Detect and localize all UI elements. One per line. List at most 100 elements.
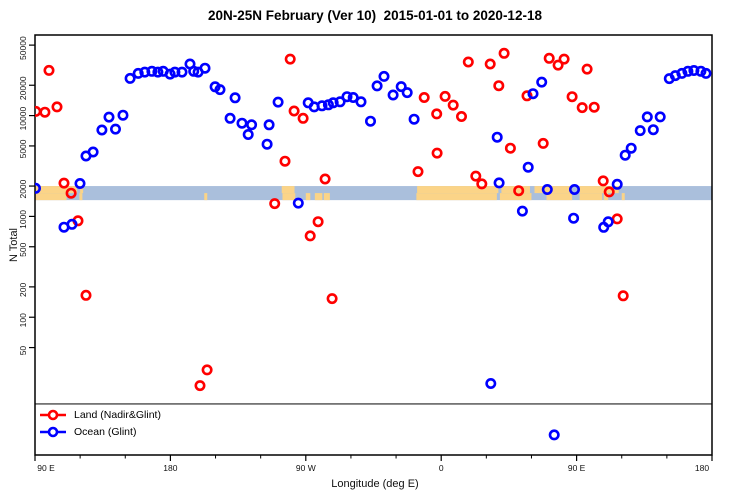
data-point (176, 66, 188, 78)
data-point (297, 112, 309, 124)
data-point (292, 197, 304, 209)
data-point (552, 59, 564, 71)
data-point (408, 113, 420, 125)
data-point (611, 213, 623, 225)
data-point (246, 119, 258, 131)
data-point (568, 184, 580, 196)
coastline-band-land (305, 193, 311, 201)
data-point (431, 147, 443, 159)
data-point (269, 198, 281, 210)
data-point (597, 175, 609, 187)
data-point (334, 96, 346, 108)
data-point (326, 293, 338, 305)
coastline-band-land (579, 186, 619, 194)
data-point (401, 87, 413, 99)
data-point (214, 84, 226, 96)
coastline-band-land (35, 186, 78, 194)
coastline-band-land (80, 186, 84, 194)
legend-marker-ocean-icon (40, 426, 66, 438)
data-point (319, 173, 331, 185)
data-point (619, 149, 631, 161)
data-point (543, 52, 555, 64)
legend-item-land: Land (Nadir&Glint) (40, 408, 161, 422)
data-point (132, 67, 144, 79)
data-point (261, 138, 273, 150)
x-tick-label: 90 W (296, 463, 316, 473)
coastline-band-land (546, 193, 573, 201)
legend-item-ocean: Ocean (Glint) (40, 425, 136, 439)
data-point (484, 58, 496, 70)
data-point (66, 218, 78, 230)
coastline-band-land (35, 193, 67, 201)
data-point (688, 65, 700, 77)
y-axis-title: N Total (8, 227, 20, 263)
data-point (625, 142, 637, 154)
data-point (568, 212, 580, 224)
data-point (491, 131, 503, 143)
coastline-band-land (416, 193, 497, 201)
data-point (493, 177, 505, 189)
legend-marker-land-icon (40, 409, 66, 421)
data-point (124, 72, 136, 84)
data-point (418, 92, 430, 104)
data-point (641, 111, 653, 123)
y-tick-label: 2000 (18, 179, 28, 198)
y-tick-label: 50 (18, 346, 28, 356)
coastline-band-land (79, 193, 83, 201)
data-point (194, 380, 206, 392)
data-point (536, 76, 548, 88)
data-point (35, 105, 42, 117)
ocean-series (35, 58, 712, 441)
data-point (304, 230, 316, 242)
coastline-band-land (282, 193, 296, 201)
data-point (476, 178, 488, 190)
data-point (242, 129, 254, 141)
data-point (676, 67, 688, 79)
data-point (65, 187, 77, 199)
data-point (284, 53, 296, 65)
data-point (516, 205, 528, 217)
data-point (87, 146, 99, 158)
y-tick-label: 5000 (18, 139, 28, 158)
data-point (695, 65, 707, 77)
data-point (146, 65, 158, 77)
data-point (504, 142, 516, 154)
data-point (39, 106, 51, 118)
data-point (117, 109, 129, 121)
coastline-band-land (323, 193, 330, 201)
y-tick-label: 100 (18, 313, 28, 327)
data-point (431, 108, 443, 120)
data-point (447, 99, 459, 111)
y-tick-label: 500 (18, 242, 28, 256)
data-point (341, 91, 353, 103)
data-point (521, 90, 533, 102)
data-point (603, 186, 615, 198)
data-point (387, 89, 399, 101)
y-tick-label: 200 (18, 283, 28, 297)
data-point (316, 100, 328, 112)
data-point (588, 101, 600, 113)
data-point (412, 166, 424, 178)
data-point (485, 377, 497, 389)
data-point (188, 65, 200, 77)
x-tick-label: 90 E (37, 463, 55, 473)
coastline-band-land (417, 186, 499, 194)
data-point (378, 70, 390, 82)
data-point (263, 119, 275, 131)
coastline-band-land (534, 186, 573, 194)
data-point (110, 123, 122, 135)
data-point (364, 115, 376, 127)
data-point (395, 81, 407, 93)
land-series (35, 47, 629, 392)
coastline-band-land (281, 186, 295, 194)
data-point (80, 289, 92, 301)
coastline-band-land (579, 193, 603, 201)
data-point (96, 124, 108, 136)
data-point (455, 111, 467, 123)
plot-border (34, 34, 713, 456)
data-point (682, 65, 694, 77)
data-point (201, 364, 213, 376)
data-point (199, 62, 211, 74)
data-point (654, 111, 666, 123)
